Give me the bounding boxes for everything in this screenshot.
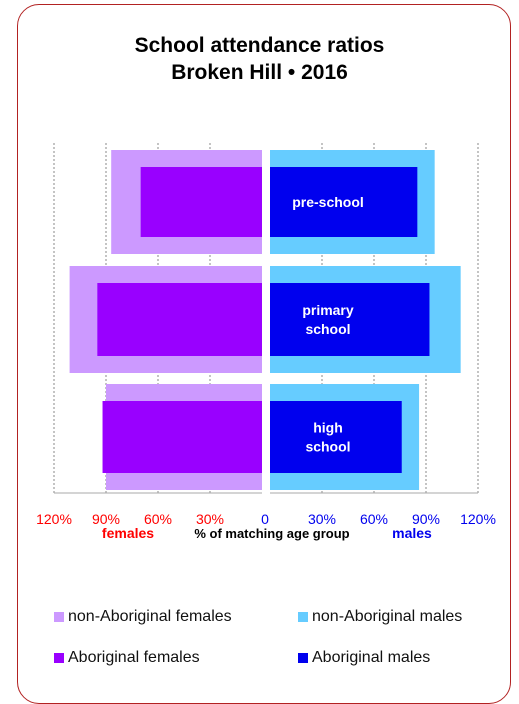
x-axis-label-females: females <box>102 525 154 541</box>
category-label: primary <box>302 302 354 318</box>
category-label: high <box>313 420 343 436</box>
tick-label: 60% <box>360 511 388 527</box>
legend-swatch <box>54 612 64 622</box>
bar-aboriginal-males <box>270 283 430 356</box>
legend-label: Aboriginal females <box>68 649 200 666</box>
legend-swatch <box>54 653 64 663</box>
x-axis-label-males: males <box>392 525 432 541</box>
legend-swatch <box>298 653 308 663</box>
bar-aboriginal-males <box>270 401 402 473</box>
tick-label: 120% <box>460 511 496 527</box>
bar-aboriginal-females <box>140 167 262 237</box>
legend-item-aboriginal-females: Aboriginal females <box>54 649 200 667</box>
category-label: pre-school <box>292 194 364 210</box>
legend-item-aboriginal-males: Aboriginal males <box>298 649 430 667</box>
chart-title: School attendance ratios <box>134 34 385 57</box>
tick-label: 30% <box>196 511 224 527</box>
chart-title-block: School attendance ratios Broken Hill • 2… <box>0 32 519 86</box>
tick-label: 90% <box>412 511 440 527</box>
tick-label: 60% <box>144 511 172 527</box>
chart-subtitle: Broken Hill • 2016 <box>171 61 348 84</box>
tick-label: 120% <box>36 511 72 527</box>
x-axis-label: % of matching age group <box>194 526 349 541</box>
tick-label: 0 <box>261 511 269 527</box>
bar-aboriginal-females <box>97 283 262 356</box>
legend-item-non-aboriginal-females: non-Aboriginal females <box>54 608 232 626</box>
category-label: school <box>305 321 350 337</box>
bar-aboriginal-females <box>102 401 263 473</box>
attendance-chart: pre-school primary school high school 120% 90%… <box>36 143 496 541</box>
category-label: school <box>305 439 350 455</box>
tick-label: 30% <box>308 511 336 527</box>
legend-label: non-Aboriginal males <box>312 608 463 625</box>
legend-label: Aboriginal males <box>312 649 431 666</box>
bar-aboriginal-males <box>270 167 418 237</box>
legend-item-non-aboriginal-males: non-Aboriginal males <box>298 608 462 626</box>
legend-label: non-Aboriginal females <box>68 608 232 625</box>
tick-label: 90% <box>92 511 120 527</box>
legend-swatch <box>298 612 308 622</box>
